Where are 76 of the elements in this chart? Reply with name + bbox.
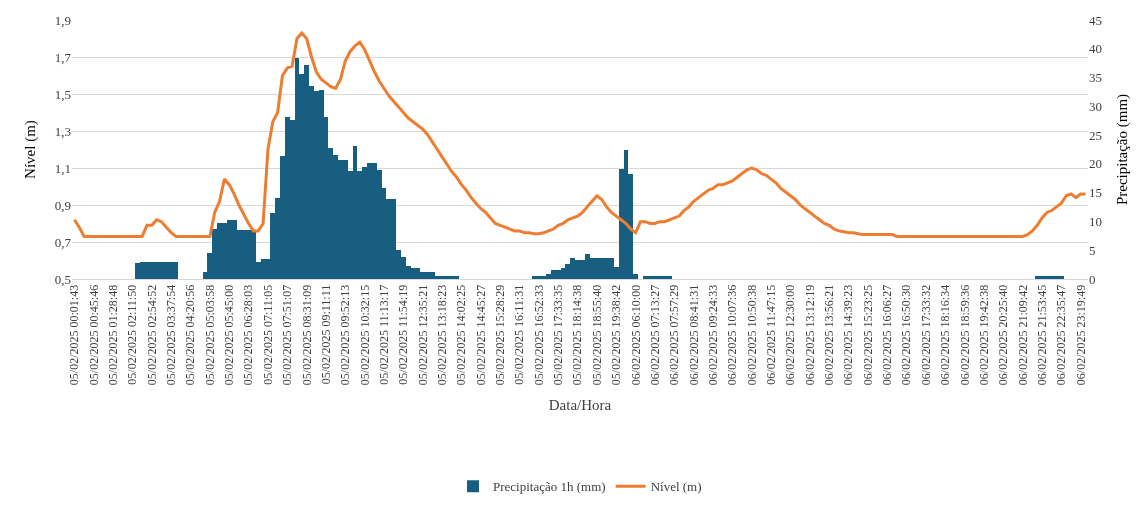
x-tick-label: 06/02/2025 13:56:21: [822, 284, 837, 386]
x-tick-label: 05/02/2025 16:11:31: [512, 284, 527, 385]
y-tick-label: 0,7: [54, 234, 72, 250]
x-tick-label: 05/02/2025 05:03:58: [202, 284, 217, 386]
x-tick-label: 06/02/2025 21:09:42: [1015, 284, 1030, 386]
x-tick-label: 05/02/2025 07:51:07: [280, 284, 295, 386]
y2-tick-label: 10: [1089, 213, 1102, 229]
x-tick-label: 06/02/2025 12:30:00: [783, 284, 798, 386]
x-tick-label: 05/02/2025 14:02:25: [454, 284, 469, 386]
legend-label: Precipitação 1h (mm): [493, 479, 606, 495]
x-tick-label: 05/02/2025 09:11:11: [318, 284, 333, 385]
x-tick-label: 05/02/2025 10:32:15: [357, 284, 372, 386]
x-tick-label: 05/02/2025 15:28:29: [493, 284, 508, 386]
x-tick-label: 05/02/2025 17:33:35: [551, 284, 566, 386]
x-tick-label: 06/02/2025 18:16:34: [938, 284, 953, 386]
y2-tick-label: 0: [1089, 271, 1096, 287]
x-tick-label: 05/02/2025 07:11:05: [260, 284, 275, 385]
y-tick-label: 0,9: [54, 197, 71, 213]
y-tick-label: 1,7: [54, 49, 72, 65]
x-tick-label: 05/02/2025 18:55:40: [589, 284, 604, 386]
y2-tick-label: 15: [1089, 185, 1102, 201]
x-tick-label: 05/02/2025 11:13:17: [376, 284, 391, 385]
x-tick-label: 05/02/2025 09:52:13: [338, 284, 353, 386]
x-tick-label: 05/02/2025 19:38:42: [609, 284, 624, 386]
x-tick-label: 05/02/2025 00:01:43: [67, 284, 82, 386]
y2-tick-label: 35: [1089, 70, 1102, 86]
x-tick-label: 05/02/2025 16:52:33: [531, 284, 546, 386]
y-axis-title: Nível (m): [22, 120, 39, 179]
x-tick-label: 06/02/2025 07:13:27: [647, 284, 662, 386]
y-tick-label: 0,5: [54, 271, 71, 287]
x-tick-label: 05/02/2025 13:18:23: [435, 284, 450, 386]
x-tick-label: 06/02/2025 07:57:29: [667, 284, 682, 386]
x-tick-label: 06/02/2025 16:50:30: [899, 284, 914, 386]
x-tick-label: 06/02/2025 17:33:32: [918, 284, 933, 386]
x-tick-label: 06/02/2025 20:25:40: [996, 284, 1011, 386]
x-tick-label: 05/02/2025 04:20:56: [183, 284, 198, 386]
y2-tick-label: 20: [1089, 156, 1102, 172]
y2-tick-label: 25: [1089, 127, 1102, 143]
x-tick-label: 06/02/2025 14:39:23: [841, 284, 856, 386]
x-tick-label: 05/02/2025 06:28:03: [241, 284, 256, 386]
x-tick-label: 06/02/2025 16:06:27: [880, 284, 895, 386]
x-tick-label: 05/02/2025 14:45:27: [473, 284, 488, 386]
y2-tick-label: 30: [1089, 98, 1102, 114]
x-tick-label: 06/02/2025 10:50:38: [744, 284, 759, 386]
y-tick-label: 1,9: [54, 12, 71, 28]
x-tick-label: 06/02/2025 21:53:45: [1034, 284, 1049, 386]
y2-tick-label: 40: [1089, 41, 1102, 57]
x-tick-label: 05/02/2025 18:14:38: [570, 284, 585, 386]
x-tick-label: 05/02/2025 02:11:50: [125, 284, 140, 385]
x-tick-label: 06/02/2025 19:42:38: [976, 284, 991, 386]
x-tick-label: 06/02/2025 18:59:36: [957, 284, 972, 386]
x-tick-label: 06/02/2025 11:47:15: [764, 284, 778, 385]
x-tick-label: 05/02/2025 03:37:54: [164, 284, 179, 386]
y2-axis-title: Precipitação (mm): [1114, 93, 1131, 206]
x-tick-label: 05/02/2025 08:31:09: [299, 284, 314, 386]
y-tick-label: 1,3: [54, 123, 71, 139]
x-tick-label: 06/02/2025 06:10:00: [628, 284, 643, 386]
x-tick-label: 06/02/2025 23:19:49: [1073, 284, 1088, 386]
y-tick-label: 1,5: [54, 86, 71, 102]
y-tick-label: 1,1: [54, 160, 71, 176]
x-tick-label: 06/02/2025 08:41:31: [686, 284, 701, 386]
x-tick-label: 06/02/2025 22:35:47: [1054, 284, 1069, 386]
x-tick-label: 05/02/2025 05:45:00: [222, 284, 237, 386]
y2-tick-label: 5: [1089, 242, 1096, 258]
x-tick-label: 06/02/2025 13:12:19: [802, 284, 817, 386]
x-tick-label: 06/02/2025 09:24:33: [705, 284, 720, 386]
x-tick-label: 05/02/2025 01:28:48: [106, 284, 121, 386]
x-tick-label: 05/02/2025 11:54:19: [396, 284, 411, 385]
x-tick-label: 05/02/2025 02:54:52: [144, 284, 159, 386]
legend-label: Nível (m): [650, 479, 702, 495]
y2-tick-label: 45: [1089, 12, 1102, 28]
x-tick-label: 06/02/2025 10:07:36: [725, 284, 740, 386]
x-axis-title: Data/Hora: [548, 397, 612, 414]
x-tick-label: 06/02/2025 15:23:25: [860, 284, 875, 386]
x-tick-label: 05/02/2025 00:45:46: [86, 284, 101, 386]
x-tick-label: 05/02/2025 12:35:21: [415, 284, 430, 386]
